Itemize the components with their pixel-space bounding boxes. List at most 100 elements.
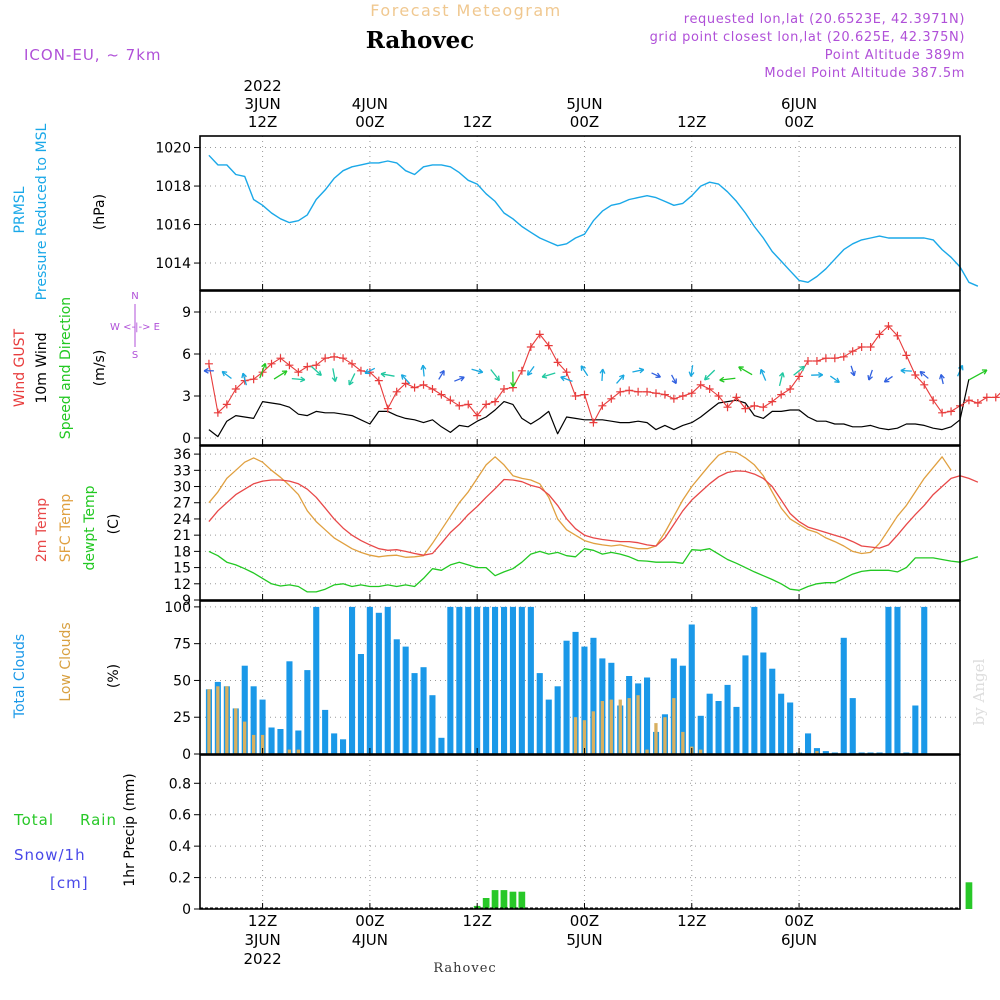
low-cloud-bar — [636, 695, 640, 754]
compass-north: N — [131, 291, 138, 302]
temperature-ytick-label: 21 — [173, 528, 191, 544]
wind-gust-marker — [526, 343, 535, 351]
panels: 1014101610181020036991215182124273033360… — [155, 135, 1000, 918]
wind-gust-marker — [553, 358, 562, 367]
temp-2m-line — [208, 470, 979, 556]
wind-direction-arrow — [919, 371, 929, 379]
wind-direction-arrow — [364, 367, 376, 374]
wind-gust-marker — [982, 393, 991, 402]
wind-gust-marker — [374, 376, 383, 385]
total-cloud-bar — [545, 699, 552, 754]
wind-direction-arrow — [868, 369, 873, 381]
wind-label-1: Wind GUST — [12, 328, 28, 407]
wind-direction-arrowhead — [688, 371, 695, 377]
low-cloud-bar — [699, 749, 703, 754]
wind-gust-marker — [929, 396, 938, 405]
pressure-ytick-label: 1018 — [155, 179, 191, 195]
low-cloud-bar — [645, 749, 649, 754]
low-cloud-bar — [582, 720, 587, 754]
cloud-label-2: Low Clouds — [58, 622, 74, 701]
wind-direction-arrowhead — [221, 370, 228, 377]
wind-direction-arrow — [422, 365, 425, 377]
wind-gust-marker — [759, 403, 768, 412]
wind-direction-arrow — [793, 365, 805, 376]
wind-direction-arrowhead — [834, 377, 840, 384]
wind-gust-marker — [920, 380, 929, 389]
wind-direction-arrow — [651, 372, 661, 378]
wind-gust-marker — [419, 380, 428, 389]
temperature-ytick-label: 12 — [173, 577, 191, 593]
wind-direction-arrowhead — [420, 364, 427, 371]
wind-direction-arrowhead — [867, 375, 873, 381]
wind-gust-marker — [285, 361, 294, 370]
clouds-ytick-label: 75 — [173, 637, 191, 653]
temp-label-1: 2m Temp — [34, 498, 50, 562]
top-time-label: 3JUN — [245, 95, 281, 113]
wind-direction-arrow — [738, 366, 753, 376]
total-cloud-bar — [501, 606, 508, 754]
wind-direction-arrow — [259, 363, 267, 379]
wind-direction-arrowhead — [380, 371, 386, 378]
bottom-time-label: 00Z — [355, 912, 384, 930]
wind-direction-arrow — [704, 369, 716, 381]
wind-gust-marker — [222, 400, 231, 409]
wind-gust-marker — [437, 390, 446, 399]
wind-gust-marker — [902, 351, 911, 360]
wind-gust-marker — [580, 390, 589, 399]
total-cloud-bar — [563, 640, 570, 754]
wind-gust-marker — [705, 385, 714, 393]
wind-direction-arrowhead — [316, 370, 322, 377]
rain-bar — [965, 882, 973, 909]
pressure-label-1: PRMSL — [12, 186, 28, 233]
wind-gust-marker — [589, 418, 598, 427]
wind-direction-arrow — [616, 374, 625, 384]
low-cloud-bar — [609, 699, 613, 754]
wind-gust-marker — [741, 404, 750, 413]
compass-west-east: W <-|-> E — [110, 322, 160, 333]
wind-direction-arrow — [829, 375, 840, 383]
total-cloud-bar — [375, 612, 382, 754]
low-cloud-bar — [627, 698, 631, 754]
total-cloud-bar — [724, 684, 731, 754]
wind-gust-marker — [330, 352, 339, 361]
wind-direction-arrow — [490, 369, 500, 381]
wind-direction-arrowhead — [439, 369, 445, 376]
top-time-label: 4JUN — [352, 95, 388, 113]
total-cloud-bar — [760, 652, 767, 754]
wind-direction-arrowhead — [560, 375, 566, 382]
wind-gust-marker — [652, 389, 660, 398]
wind-gust-marker — [660, 390, 669, 399]
total-cloud-bar — [349, 606, 356, 754]
rain-bar — [491, 890, 499, 909]
wind-gust-marker — [678, 392, 687, 400]
wind-direction-arrow — [968, 369, 988, 381]
bottom-time-label: 00Z — [570, 912, 599, 930]
wind-direction-arrow — [471, 368, 483, 373]
wind-direction-arrow — [601, 369, 604, 381]
wind-direction-arrow — [690, 365, 694, 377]
low-cloud-bar — [681, 731, 685, 754]
wind-gust-marker — [669, 394, 678, 403]
total-cloud-bar — [813, 748, 820, 754]
low-cloud-bar — [296, 749, 300, 754]
wind-gust-marker — [517, 366, 526, 375]
pressure-ytick-label: 1016 — [155, 218, 191, 234]
wind-direction-arrowhead — [348, 379, 354, 386]
wind-gust-marker — [607, 394, 616, 403]
low-cloud-bar — [225, 686, 229, 754]
wind-gust-marker — [991, 393, 1000, 402]
temperature-ytick-label: 30 — [173, 480, 191, 496]
temperature-ytick-label: 36 — [173, 447, 191, 463]
total-cloud-bar — [840, 637, 847, 754]
total-cloud-bar — [715, 701, 722, 754]
clouds-ytick-label: 0 — [182, 747, 191, 763]
wind-direction-arrowhead — [778, 372, 785, 378]
wind-gust-marker — [964, 396, 973, 405]
low-cloud-bar — [252, 734, 256, 754]
wind-gust-marker — [830, 354, 839, 363]
top-time-label: 00Z — [355, 113, 384, 131]
bottom-time-label: 00Z — [784, 912, 813, 930]
total-cloud-bar — [509, 606, 516, 754]
wind-direction-arrow — [438, 370, 445, 380]
